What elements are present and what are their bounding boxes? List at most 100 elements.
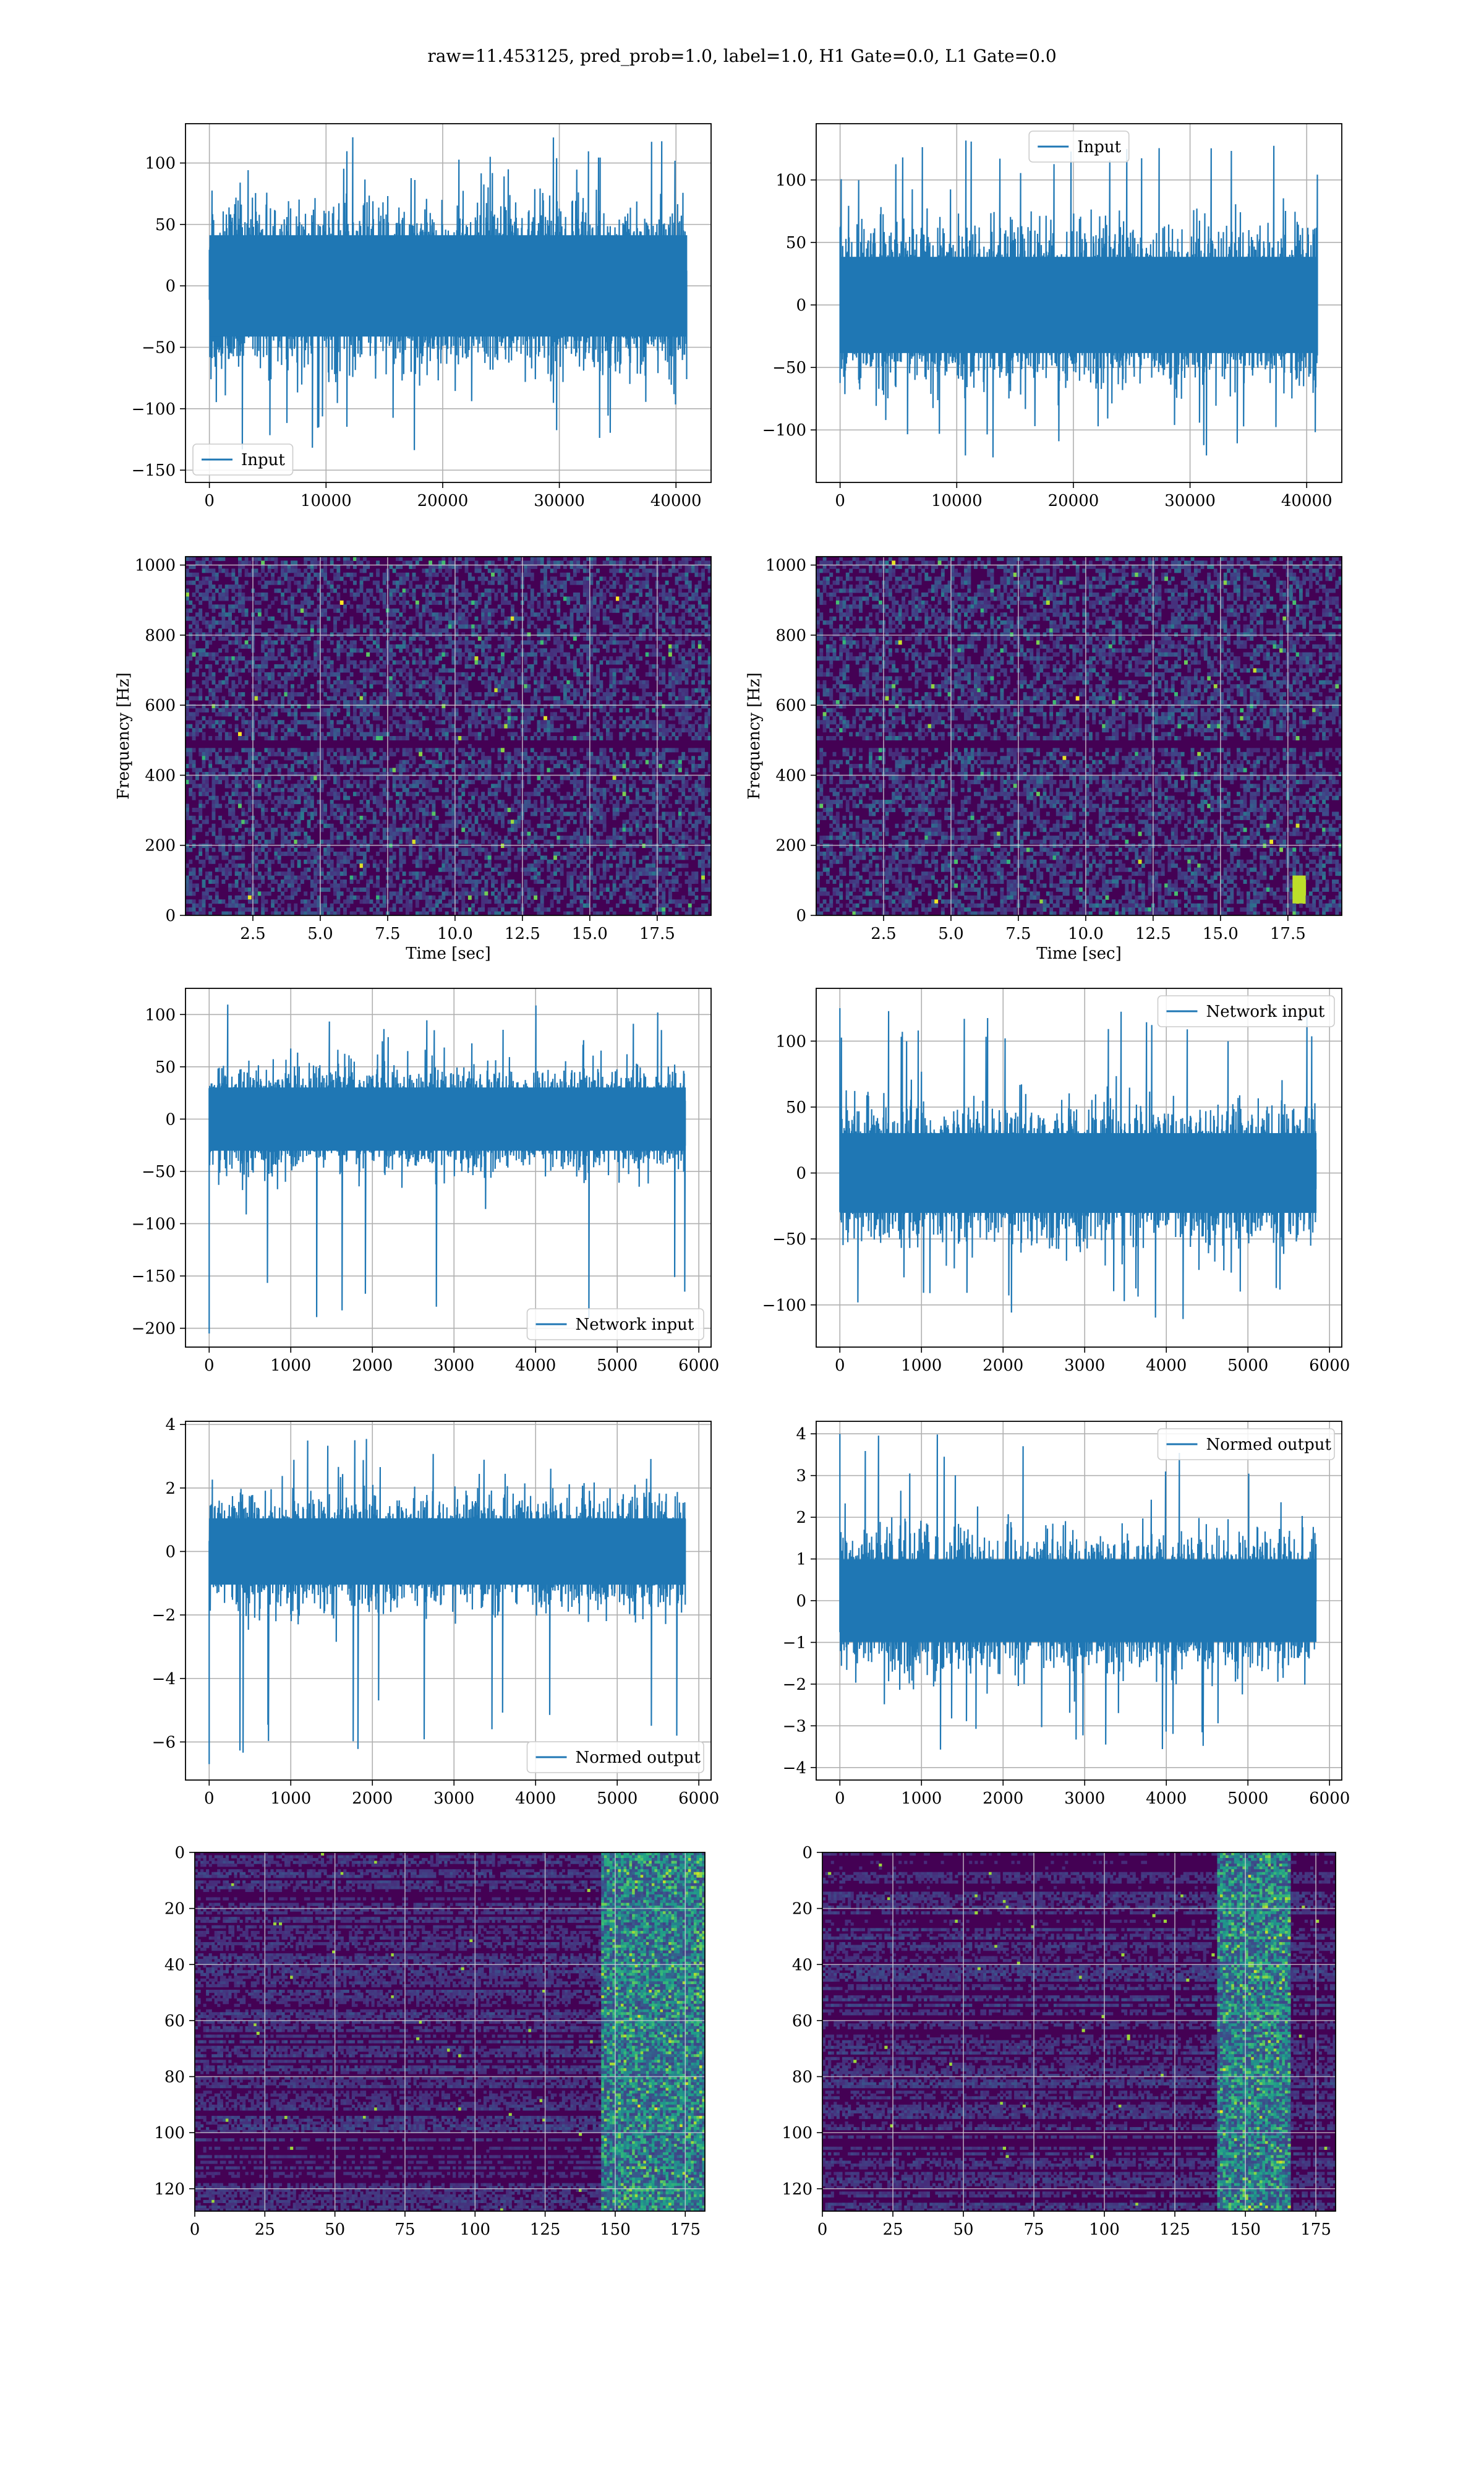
x-tick-label: 12.5 bbox=[1135, 925, 1171, 943]
panel-spectrogram-h1: 2.5 5.0 7.5 10.0 12.5 15.0 17.5 0 200 400 600 800 10… bbox=[114, 556, 712, 963]
x-tick-label: 125 bbox=[1159, 2220, 1190, 2239]
y-tick-label: 100 bbox=[782, 2124, 812, 2142]
plot-area bbox=[816, 1421, 1342, 1780]
y-tick-label: 100 bbox=[145, 155, 176, 173]
x-tick-label: 4000 bbox=[1146, 1356, 1187, 1375]
x-tick-label: 10000 bbox=[931, 492, 983, 510]
y-tick-label: 50 bbox=[155, 1058, 176, 1077]
plot-area bbox=[186, 988, 711, 1347]
legend-box bbox=[1157, 995, 1335, 1027]
legend-label: Normed output bbox=[576, 1748, 701, 1767]
x-tick-label: 10.0 bbox=[437, 925, 473, 943]
panel-network-input-h1: 0 1000 2000 3000 4000 5000 6000−200−150−100−50… bbox=[132, 988, 719, 1375]
y-tick-label: 40 bbox=[792, 1956, 812, 1974]
plot-area bbox=[816, 988, 1342, 1347]
grid-lines bbox=[195, 1852, 705, 2211]
x-tick-label: 30000 bbox=[534, 492, 585, 510]
axes-frame bbox=[185, 988, 712, 1348]
y-tick-label: 80 bbox=[792, 2068, 812, 2087]
x-tick-label: 5.0 bbox=[938, 925, 963, 943]
subplot-grid: 0 10000 20000 30000 40000−150−100−50050100In… bbox=[114, 123, 1350, 2239]
y-tick-label: 80 bbox=[164, 2068, 185, 2087]
x-tick-label: 0 bbox=[204, 492, 215, 510]
y-tick-label: 800 bbox=[145, 627, 176, 645]
y-tick-label: −100 bbox=[762, 1296, 806, 1315]
plot-area bbox=[186, 1421, 711, 1780]
plot-area bbox=[816, 557, 1342, 915]
y-tick-label: −200 bbox=[132, 1320, 176, 1338]
legend-label: Input bbox=[1077, 138, 1121, 156]
x-tick-label: 75 bbox=[1023, 2220, 1044, 2239]
x-tick-label: 2000 bbox=[352, 1789, 393, 1808]
legend-label: Network input bbox=[576, 1316, 694, 1334]
y-tick-label: 50 bbox=[155, 216, 176, 234]
heatmap-cells bbox=[822, 1852, 1336, 2211]
y-tick-label: 0 bbox=[796, 1592, 806, 1611]
y-tick-label: −1 bbox=[783, 1633, 806, 1652]
x-tick-label: 0 bbox=[835, 492, 845, 510]
x-tick-label: 50 bbox=[953, 2220, 973, 2239]
y-tick-label: 3 bbox=[796, 1467, 806, 1486]
x-tick-label: 1000 bbox=[270, 1356, 311, 1375]
y-tick-label: 4 bbox=[165, 1416, 176, 1434]
y-tick-label: 20 bbox=[164, 1900, 185, 1919]
legend: Network input bbox=[526, 1308, 704, 1340]
y-tick-label: −150 bbox=[132, 1267, 176, 1286]
panel-input-l1: 0 10000 20000 30000 40000 −100 −50 0 50 100 Input bbox=[762, 123, 1342, 510]
y-tick-label: 100 bbox=[145, 1006, 176, 1024]
x-tick-label: 0 bbox=[835, 1789, 845, 1808]
x-tick-label: 25 bbox=[255, 2220, 275, 2239]
panel-spectrogram-l1: 2.5 5.0 7.5 10.0 12.5 15.0 17.5 0 200 400 600 800 10… bbox=[745, 556, 1342, 963]
x-tick-label: 5000 bbox=[1227, 1356, 1268, 1375]
y-tick-label: 2 bbox=[796, 1509, 806, 1527]
x-tick-label: 3000 bbox=[433, 1789, 474, 1808]
y-tick-label: −6 bbox=[152, 1733, 176, 1752]
legend-label: Network input bbox=[1206, 1003, 1325, 1021]
y-tick-label: 0 bbox=[165, 1110, 176, 1129]
panel-normed-output-h1: 0 1000 2000 3000 4000 5000 6000 −6 −4 −2 0 2 4 Normed… bbox=[152, 1416, 720, 1808]
heatmap-cells bbox=[816, 557, 1342, 915]
legend-label: Input bbox=[241, 451, 285, 469]
plot-area bbox=[822, 1852, 1336, 2211]
axes-frame bbox=[185, 1421, 712, 1781]
x-tick-label: 40000 bbox=[650, 492, 702, 510]
y-tick-label: 50 bbox=[786, 234, 806, 252]
y-tick-label: 4 bbox=[796, 1425, 806, 1444]
y-axis-label: Frequency [Hz] bbox=[114, 672, 133, 800]
x-tick-label: 17.5 bbox=[639, 925, 675, 943]
x-tick-label: 2000 bbox=[352, 1356, 393, 1375]
x-tick-label: 0 bbox=[204, 1789, 215, 1808]
y-tick-label: 120 bbox=[782, 2180, 812, 2199]
x-tick-label: 10.0 bbox=[1068, 925, 1104, 943]
plot-area bbox=[816, 124, 1342, 482]
y-tick-label: −50 bbox=[142, 339, 176, 357]
axes-frame bbox=[816, 988, 1342, 1348]
heatmap-cells bbox=[186, 557, 711, 915]
x-tick-label: 2.5 bbox=[240, 925, 265, 943]
y-tick-label: 60 bbox=[792, 2012, 812, 2031]
x-axis-label: Time [sec] bbox=[406, 944, 491, 963]
y-tick-label: −100 bbox=[132, 1215, 176, 1233]
legend-box bbox=[1028, 131, 1130, 163]
x-tick-label: 6000 bbox=[678, 1356, 719, 1375]
x-tick-label: 100 bbox=[459, 2220, 490, 2239]
axes-frame bbox=[185, 556, 712, 916]
x-tick-label: 125 bbox=[530, 2220, 561, 2239]
x-axis-label: Time [sec] bbox=[1036, 944, 1122, 963]
y-tick-label: −100 bbox=[762, 421, 806, 440]
x-tick-label: 2000 bbox=[983, 1789, 1023, 1808]
x-tick-label: 4000 bbox=[515, 1789, 556, 1808]
x-tick-label: 40000 bbox=[1281, 492, 1333, 510]
x-tick-label: 6000 bbox=[678, 1789, 719, 1808]
y-tick-label: −100 bbox=[132, 400, 176, 419]
figure-title: raw=11.453125, pred_prob=1.0, label=1.0,… bbox=[427, 46, 1056, 66]
y-axis-label: Frequency [Hz] bbox=[745, 672, 764, 800]
legend-box bbox=[526, 1308, 704, 1340]
panel-features-h1: 0 25 50 75 100 125 150 175 0 20 40 60 80 100 120 bbox=[154, 1844, 706, 2239]
x-tick-label: 5.0 bbox=[307, 925, 333, 943]
legend: Network input bbox=[1157, 995, 1335, 1027]
grid-lines bbox=[822, 1852, 1336, 2211]
series-band bbox=[209, 1087, 686, 1151]
x-tick-label: 15.0 bbox=[572, 925, 608, 943]
